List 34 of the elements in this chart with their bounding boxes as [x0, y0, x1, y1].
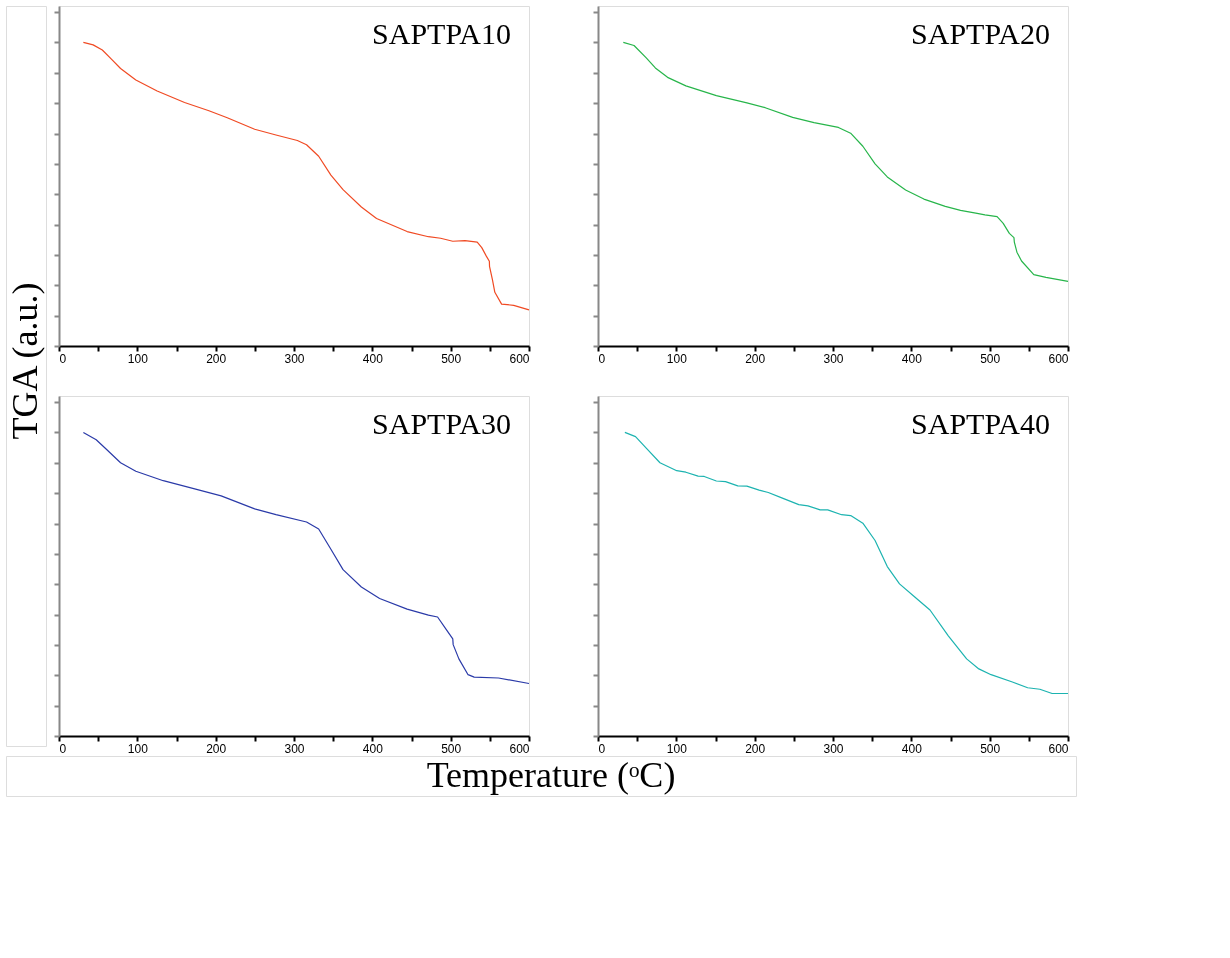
x-tick-label: 300 [823, 741, 844, 756]
x-tick-label: 100 [127, 351, 149, 366]
x-tick-label: 300 [284, 351, 305, 366]
x-tick-label: 200 [206, 741, 227, 756]
y-axis-title: TGA (a.u.) [5, 282, 45, 440]
x-tick-label: 100 [666, 351, 688, 366]
x-tick-label: 200 [206, 351, 227, 366]
x-tick-label: 500 [980, 351, 1001, 366]
x-tick-label: 200 [745, 741, 766, 756]
text: SAPTPA30 [372, 407, 511, 440]
x-tick-label: 400 [901, 741, 923, 756]
x-tick-label: 0 [59, 351, 67, 366]
text: SAPTPA40 [911, 407, 1050, 440]
x-axis-title: Temperature (ᵒC) [426, 755, 676, 795]
x-tick-label: 100 [666, 741, 688, 756]
x-tick-label: 0 [598, 351, 606, 366]
x-tick-label: 500 [980, 741, 1001, 756]
x-tick-label: 0 [598, 741, 606, 756]
text: SAPTPA20 [911, 17, 1050, 50]
x-tick-label: 300 [284, 741, 305, 756]
x-tick-label: 600 [509, 741, 530, 756]
x-tick-label: 400 [362, 741, 384, 756]
x-tick-label: 500 [441, 351, 462, 366]
x-tick-label: 0 [59, 741, 67, 756]
x-tick-label: 400 [362, 351, 384, 366]
x-tick-label: 300 [823, 351, 844, 366]
x-tick-label: 400 [901, 351, 923, 366]
x-tick-label: 500 [441, 741, 462, 756]
x-tick-label: 600 [1048, 351, 1069, 366]
text: SAPTPA10 [372, 17, 511, 50]
x-tick-label: 200 [745, 351, 766, 366]
x-tick-label: 600 [1048, 741, 1069, 756]
x-tick-label: 100 [127, 741, 149, 756]
x-tick-label: 600 [509, 351, 530, 366]
